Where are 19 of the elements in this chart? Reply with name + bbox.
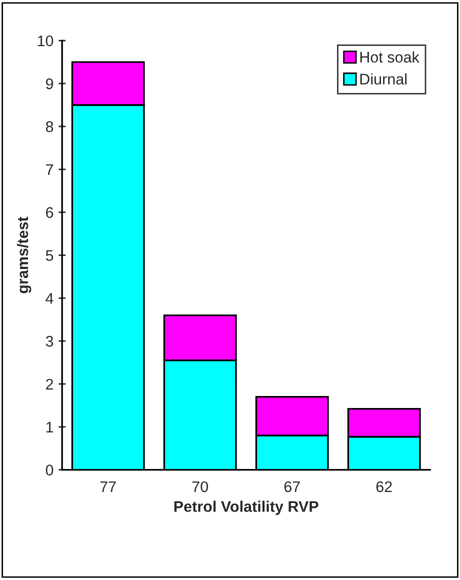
- y-axis-title: grams/test: [16, 216, 32, 294]
- y-tick-label: 10: [38, 35, 54, 46]
- y-tick-label: 7: [46, 164, 53, 175]
- x-tick-label: 70: [192, 481, 208, 492]
- x-tick-label: 67: [284, 481, 300, 492]
- x-tick-label: 77: [100, 481, 116, 492]
- y-tick-label: 0: [46, 464, 54, 476]
- y-tick-label: 9: [46, 78, 54, 90]
- x-axis-title: Petrol Volatility RVP: [174, 500, 318, 515]
- x-tick-label: 62: [376, 481, 392, 492]
- y-tick-label: 8: [46, 121, 54, 132]
- y-tick-label: 3: [46, 336, 54, 347]
- y-tick-label: 6: [46, 207, 54, 218]
- y-tick-label: 5: [46, 250, 54, 261]
- y-tick-label: 4: [46, 293, 54, 304]
- legend-label: Hot soak: [360, 51, 420, 63]
- y-tick-label: 2: [46, 378, 53, 390]
- legend-label: Diurnal: [360, 73, 406, 85]
- y-tick-label: 1: [46, 422, 54, 432]
